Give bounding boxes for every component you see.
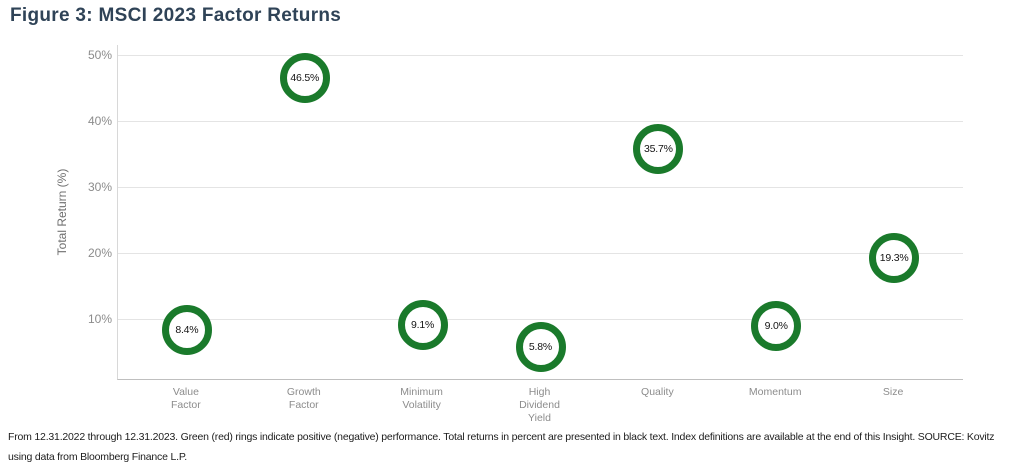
data-point-ring: 46.5%: [279, 53, 330, 103]
x-category-label: Growth Factor: [286, 386, 321, 411]
data-point-value: 46.5%: [290, 72, 320, 84]
gridline: [118, 54, 963, 56]
data-point-value: 19.3%: [879, 251, 909, 264]
plot-area: 8.4% 46.5% 9.1% 5.8% 35.7% 9.0% 19.3%: [117, 45, 963, 380]
data-point-value: 9.1%: [411, 318, 435, 331]
data-point-ring: 9.0%: [751, 300, 802, 351]
data-point-ring: 8.4%: [161, 304, 212, 355]
x-axis-labels: Value Factor Growth Factor Minimum Volatil…: [117, 386, 962, 424]
data-point-ring: 9.1%: [397, 299, 448, 350]
data-point-value: 35.7%: [644, 143, 673, 156]
data-point-ring: 5.8%: [515, 321, 566, 372]
gridline: [118, 186, 963, 188]
footnote-line-1: From 12.31.2022 through 12.31.2023. Gree…: [8, 431, 995, 443]
y-tick-label: 40%: [87, 113, 112, 128]
y-tick-label: 20%: [87, 245, 112, 260]
data-point-ring: 19.3%: [869, 232, 920, 283]
figure-title: Figure 3: MSCI 2023 Factor Returns: [10, 5, 342, 26]
data-point-value: 8.4%: [175, 323, 199, 336]
x-category-label: Value Factor: [171, 386, 201, 411]
x-category-label: Momentum: [748, 386, 802, 398]
gridline: [118, 318, 963, 320]
gridline: [118, 120, 963, 122]
gridline: [118, 252, 963, 254]
y-axis-ticks: 10% 20% 30% 40% 50%: [68, 45, 112, 379]
y-tick-label: 30%: [87, 179, 112, 194]
data-point-ring: 35.7%: [633, 124, 684, 175]
y-axis-title: Total Return (%): [55, 168, 69, 256]
data-point-value: 9.0%: [764, 319, 788, 332]
y-tick-label: 50%: [87, 47, 112, 62]
y-tick-label: 10%: [87, 311, 112, 326]
x-category-label: Size: [882, 386, 904, 398]
x-category-label: Quality: [641, 386, 674, 398]
x-category-label: High Dividend Yield: [519, 386, 560, 424]
footnote-line-2: using data from Bloomberg Finance L.P.: [8, 451, 187, 463]
figure-footnote: From 12.31.2022 through 12.31.2023. Gree…: [8, 427, 1022, 467]
data-point-value: 5.8%: [528, 340, 553, 353]
x-category-label: Minimum Volatility: [400, 386, 443, 411]
